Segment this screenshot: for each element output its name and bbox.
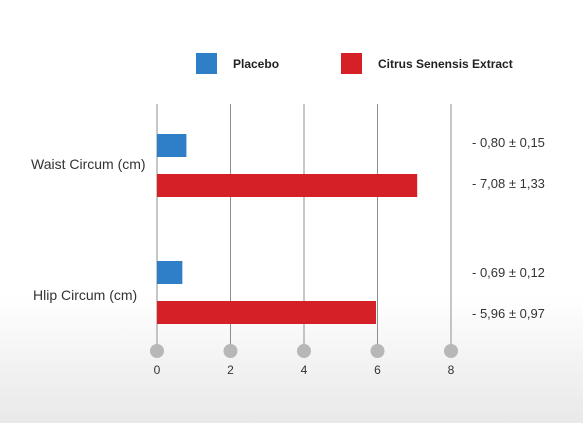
legend-label-1: Citrus Senensis Extract — [378, 57, 513, 71]
bar-1-0 — [157, 261, 183, 284]
tick-label-0: 0 — [154, 363, 161, 377]
category-labels: Waist Circum (cm) Hlip Circum (cm) — [31, 156, 146, 303]
category-label-0: Waist Circum (cm) — [31, 156, 146, 172]
tick-label-1: 2 — [227, 363, 234, 377]
tick-dot-3 — [370, 344, 385, 358]
category-label-1: Hlip Circum (cm) — [33, 287, 137, 303]
value-labels: - 0,80 ± 0,15 - 7,08 ± 1,33 - 0,69 ± 0,12 -… — [472, 135, 545, 321]
tick-label-3: 6 — [374, 363, 381, 377]
tick-label-4: 8 — [448, 363, 455, 377]
legend-swatch-1 — [341, 53, 362, 74]
bars — [157, 134, 418, 324]
legend: Placebo Citrus Senensis Extract — [196, 53, 513, 74]
x-axis-ticks: 0 2 4 6 8 — [150, 344, 458, 377]
tick-dot-4 — [444, 344, 458, 358]
bar-0-1 — [157, 174, 418, 197]
tick-dot-2 — [297, 344, 311, 358]
legend-label-0: Placebo — [233, 57, 279, 71]
value-label-0-1: - 7,08 ± 1,33 — [472, 176, 545, 191]
tick-label-2: 4 — [301, 363, 308, 377]
value-label-1-0: - 0,69 ± 0,12 — [472, 265, 545, 280]
value-label-1-1: - 5,96 ± 0,97 — [472, 306, 545, 321]
tick-dot-0 — [150, 344, 164, 358]
bar-0-0 — [157, 134, 187, 157]
tick-dot-1 — [223, 344, 238, 358]
bar-1-1 — [157, 301, 377, 324]
value-label-0-0: - 0,80 ± 0,15 — [472, 135, 545, 150]
legend-swatch-0 — [196, 53, 217, 74]
